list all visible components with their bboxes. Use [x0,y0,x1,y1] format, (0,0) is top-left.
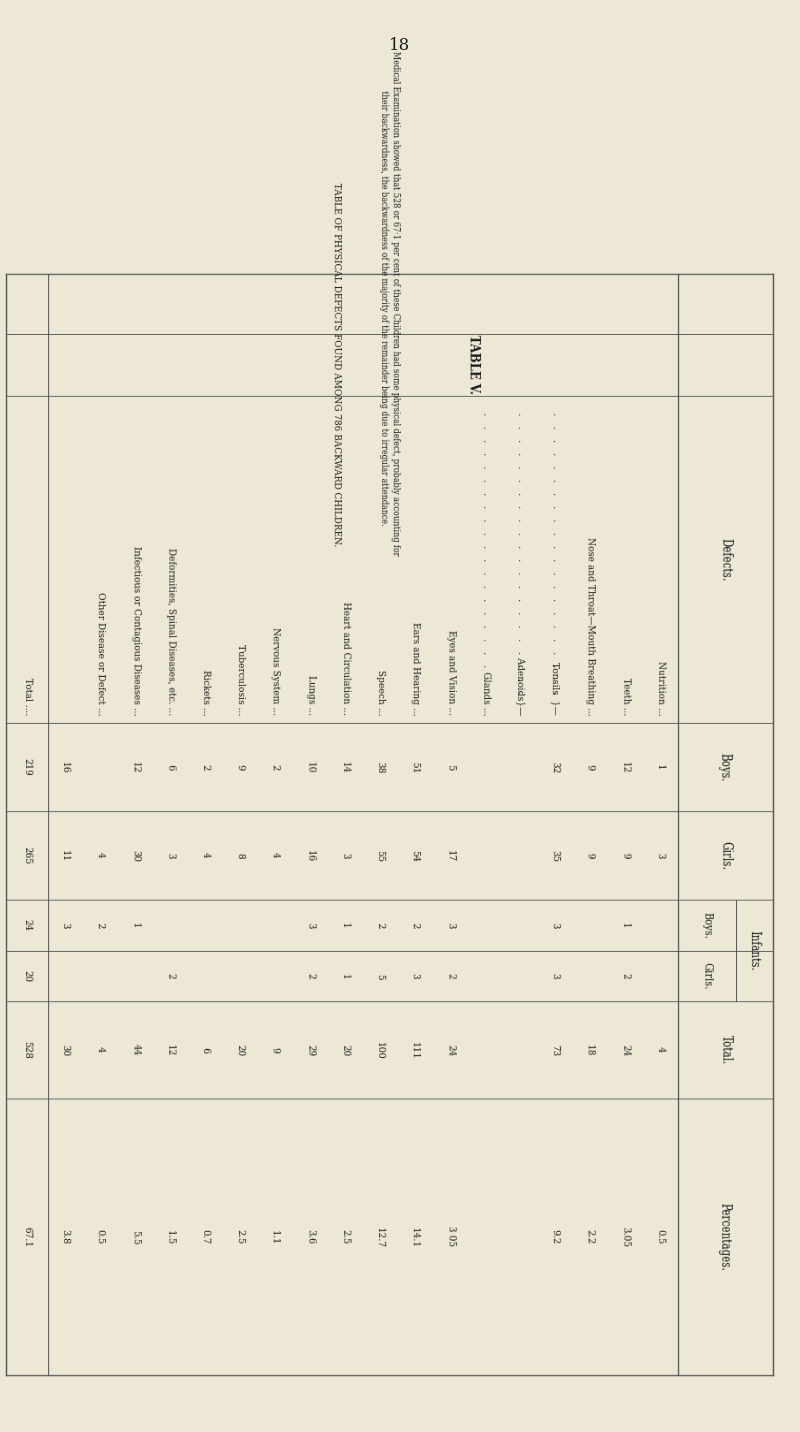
Text: 18: 18 [390,37,410,54]
